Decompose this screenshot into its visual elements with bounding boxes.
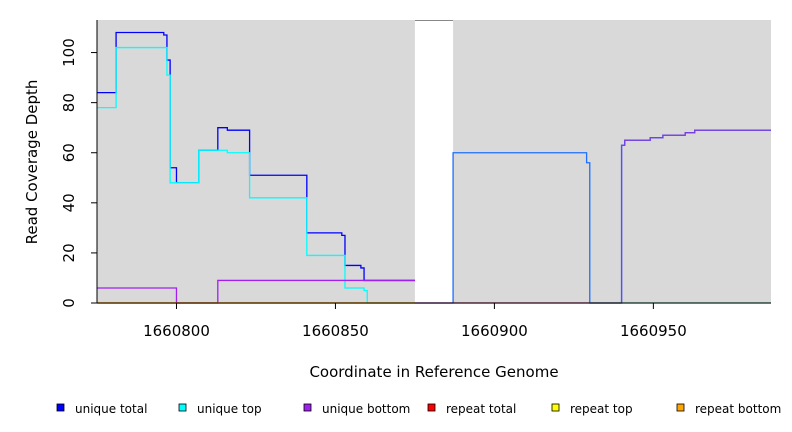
legend-swatch-unique-top xyxy=(178,403,187,412)
legend-label-unique-total: unique total xyxy=(75,402,147,416)
y-tick-label: 0 xyxy=(60,298,78,308)
gap-region xyxy=(414,20,454,303)
legend-label-repeat-bottom: repeat bottom xyxy=(695,402,781,416)
y-tick-label: 80 xyxy=(60,93,78,112)
legend-label-unique-bottom: unique bottom xyxy=(322,402,410,416)
y-tick-label: 100 xyxy=(60,38,78,67)
x-tick-label: 1660850 xyxy=(302,322,369,340)
axes: 0 20 40 60 80 100 1660800 1660850 1660900 1660950 xyxy=(60,20,771,340)
x-tick-label: 1660900 xyxy=(461,322,528,340)
series-line-unique-top xyxy=(97,46,415,304)
legend-swatch-unique-bottom xyxy=(303,403,312,412)
legend-label-unique-top: unique top xyxy=(197,402,262,416)
y-tick-label: 20 xyxy=(60,243,78,262)
plot-area xyxy=(97,20,771,303)
series-line-unique-total xyxy=(97,31,415,282)
legend-swatch-repeat-top xyxy=(551,403,560,412)
x-tick-label: 1660800 xyxy=(143,322,210,340)
legend-label-repeat-total: repeat total xyxy=(446,402,516,416)
x-tick-label: 1660950 xyxy=(620,322,687,340)
legend-label-repeat-top: repeat top xyxy=(570,402,633,416)
legend-swatch-unique-total xyxy=(56,403,65,412)
legend-swatch-repeat-total xyxy=(427,403,436,412)
y-tick-label: 40 xyxy=(60,193,78,212)
x-axis-title: Coordinate in Reference Genome xyxy=(309,363,558,381)
legend: unique total unique top unique bottom repea… xyxy=(56,402,781,416)
y-axis-title: Read Coverage Depth xyxy=(23,80,41,245)
series-line-bottom xyxy=(620,129,771,303)
y-tick-label: 60 xyxy=(60,143,78,162)
legend-swatch-repeat-bottom xyxy=(676,403,685,412)
